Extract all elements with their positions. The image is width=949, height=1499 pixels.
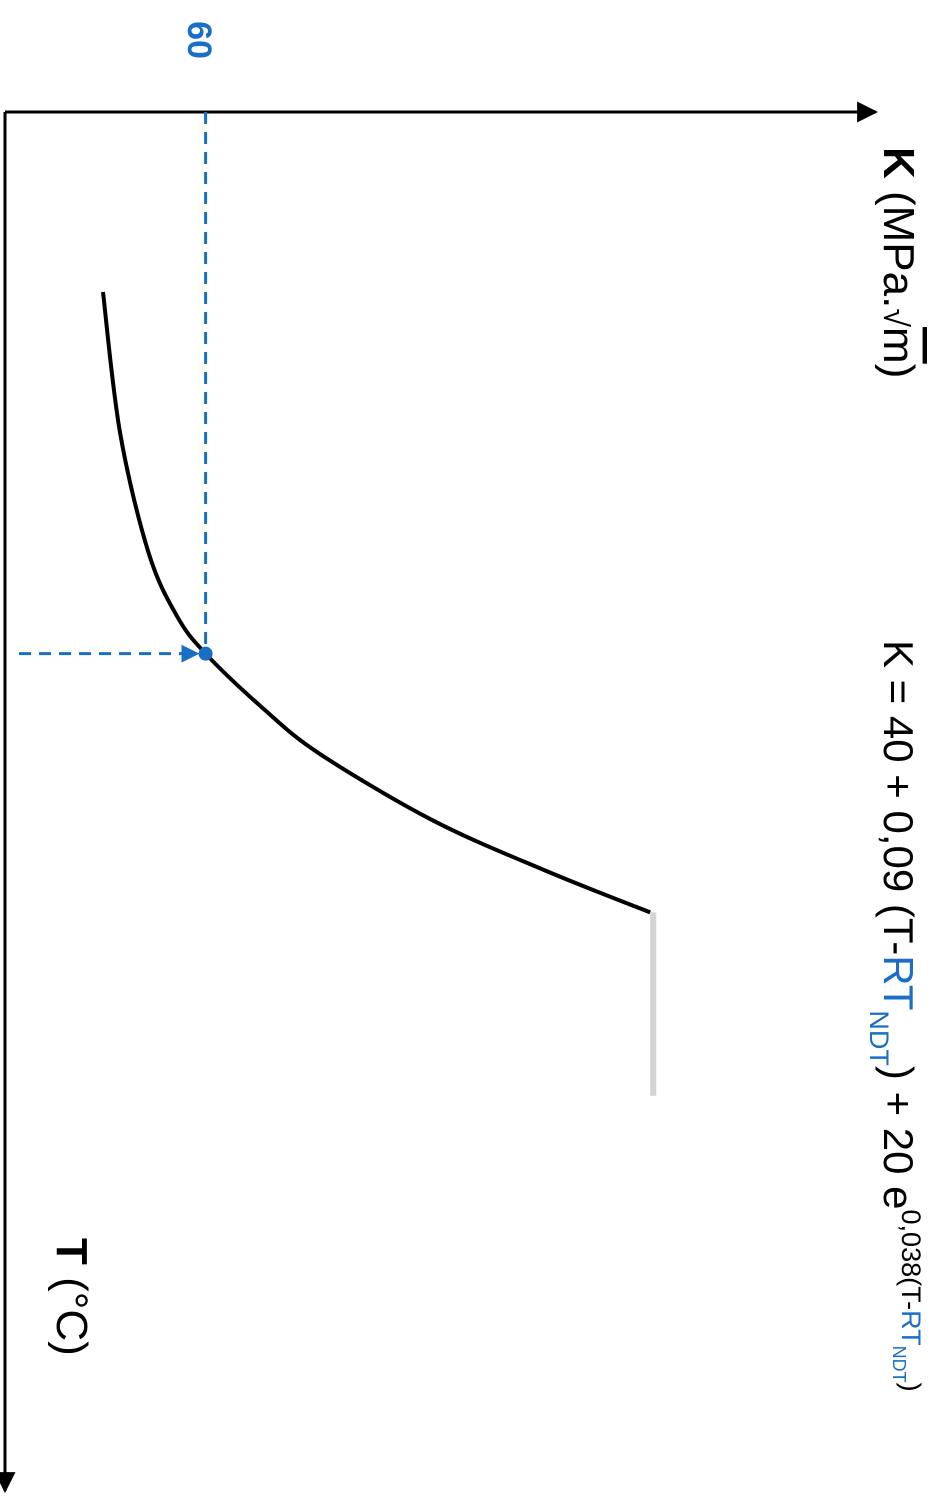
marker-value-label: 60 [180,21,218,59]
equation-exponent-ndt: NDT [889,1346,909,1383]
equation-exponent-rt: RT [896,1310,926,1346]
k-axis-unit-open: (MPa. [874,179,923,309]
sqrt-sign: √ [876,308,914,327]
sqrt-arg: m [874,327,923,364]
t-axis-label: T (°C) [47,1238,96,1356]
equation-prefix: K = 40 + 0,09 (T- [875,640,922,955]
k-axis-symbol: K [874,147,923,179]
t-axis-unit: (°C) [47,1265,96,1356]
marker-point [198,646,213,661]
k-axis-label: K (MPa.√m) [874,147,923,378]
equation-middle: ) + 20 e [875,1066,922,1210]
k-curve [101,291,651,915]
equation-exponent-suffix: ) [896,1383,926,1392]
t-axis-symbol: T [47,1238,96,1265]
equation-ndt: NDT [864,1010,894,1066]
equation-exponent-prefix: 0,038(T- [896,1210,926,1311]
k-axis-unit-close: ) [874,364,923,379]
k-equation: K = 40 + 0,09 (T-RTNDT) + 20 e0,038(T-RT… [864,640,926,1392]
equation-rt: RT [875,955,922,1010]
